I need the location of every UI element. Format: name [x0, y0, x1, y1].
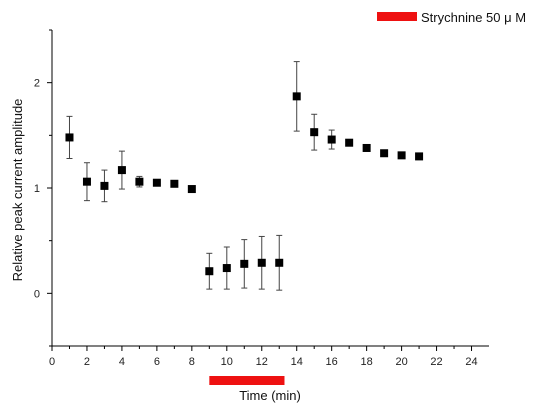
x-tick-label: 10: [221, 356, 233, 368]
data-point: [327, 129, 336, 150]
x-tick-label: 24: [465, 356, 477, 368]
data-point: [415, 152, 424, 161]
x-tick-label: 16: [326, 356, 338, 368]
data-point: [292, 61, 301, 132]
data-marker: [65, 133, 74, 142]
data-marker: [327, 135, 336, 144]
data-marker: [397, 151, 406, 160]
x-axis-ticks: 0 2 4 6 8 10 12 14 16 18 20 22 24: [49, 346, 478, 368]
x-tick-label: 14: [291, 356, 303, 368]
y-tick-label: 1: [34, 183, 40, 195]
data-marker: [152, 178, 161, 187]
y-axis-title: Relative peak current amplitude: [10, 99, 25, 282]
x-tick-label: 12: [256, 356, 268, 368]
data-point: [65, 115, 74, 160]
data-point: [205, 252, 214, 290]
data-marker: [275, 258, 284, 267]
data-point: [100, 169, 109, 203]
data-marker: [380, 149, 389, 158]
x-tick-label: 8: [189, 356, 195, 368]
legend-swatch: [377, 12, 417, 21]
y-tick-label: 0: [34, 288, 40, 300]
x-tick-label: 18: [361, 356, 373, 368]
axes: [51, 30, 489, 347]
data-point: [187, 185, 196, 194]
data-point: [380, 149, 389, 158]
data-marker: [117, 166, 126, 175]
data-point: [135, 175, 144, 188]
data-marker: [82, 177, 91, 186]
data-marker: [345, 138, 354, 147]
data-marker: [205, 267, 214, 276]
data-point: [152, 178, 161, 187]
data-point: [310, 113, 319, 151]
drug-application-bar: [209, 376, 285, 385]
data-marker: [292, 92, 301, 101]
data-point: [82, 162, 91, 202]
data-point: [222, 246, 231, 290]
x-tick-label: 20: [395, 356, 407, 368]
data-marker: [187, 185, 196, 194]
data-marker: [415, 152, 424, 161]
x-tick-label: 2: [84, 356, 90, 368]
x-tick-label: 22: [430, 356, 442, 368]
data-point: [345, 138, 354, 147]
data-point: [240, 239, 249, 289]
data-marker: [257, 258, 266, 267]
data-marker: [362, 143, 371, 152]
y-tick-label: 2: [34, 78, 40, 90]
data-marker: [310, 128, 319, 137]
data-marker: [240, 259, 249, 268]
y-axis-ticks: 0 1 2: [34, 29, 52, 347]
data-point: [170, 179, 179, 188]
x-tick-label: 4: [119, 356, 125, 368]
x-axis-title: Time (min): [239, 388, 301, 403]
data-marker: [100, 181, 109, 190]
data-point: [257, 235, 266, 290]
data-marker: [222, 264, 231, 273]
data-marker: [135, 177, 144, 186]
data-point: [362, 143, 371, 152]
x-tick-label: 6: [154, 356, 160, 368]
data-point: [117, 150, 126, 190]
legend-label: Strychnine 50 μ M: [421, 10, 526, 25]
data-point: [275, 234, 284, 291]
data-point: [397, 151, 406, 160]
data-marker: [170, 179, 179, 188]
data-marks: [65, 61, 424, 291]
x-tick-label: 0: [49, 356, 55, 368]
